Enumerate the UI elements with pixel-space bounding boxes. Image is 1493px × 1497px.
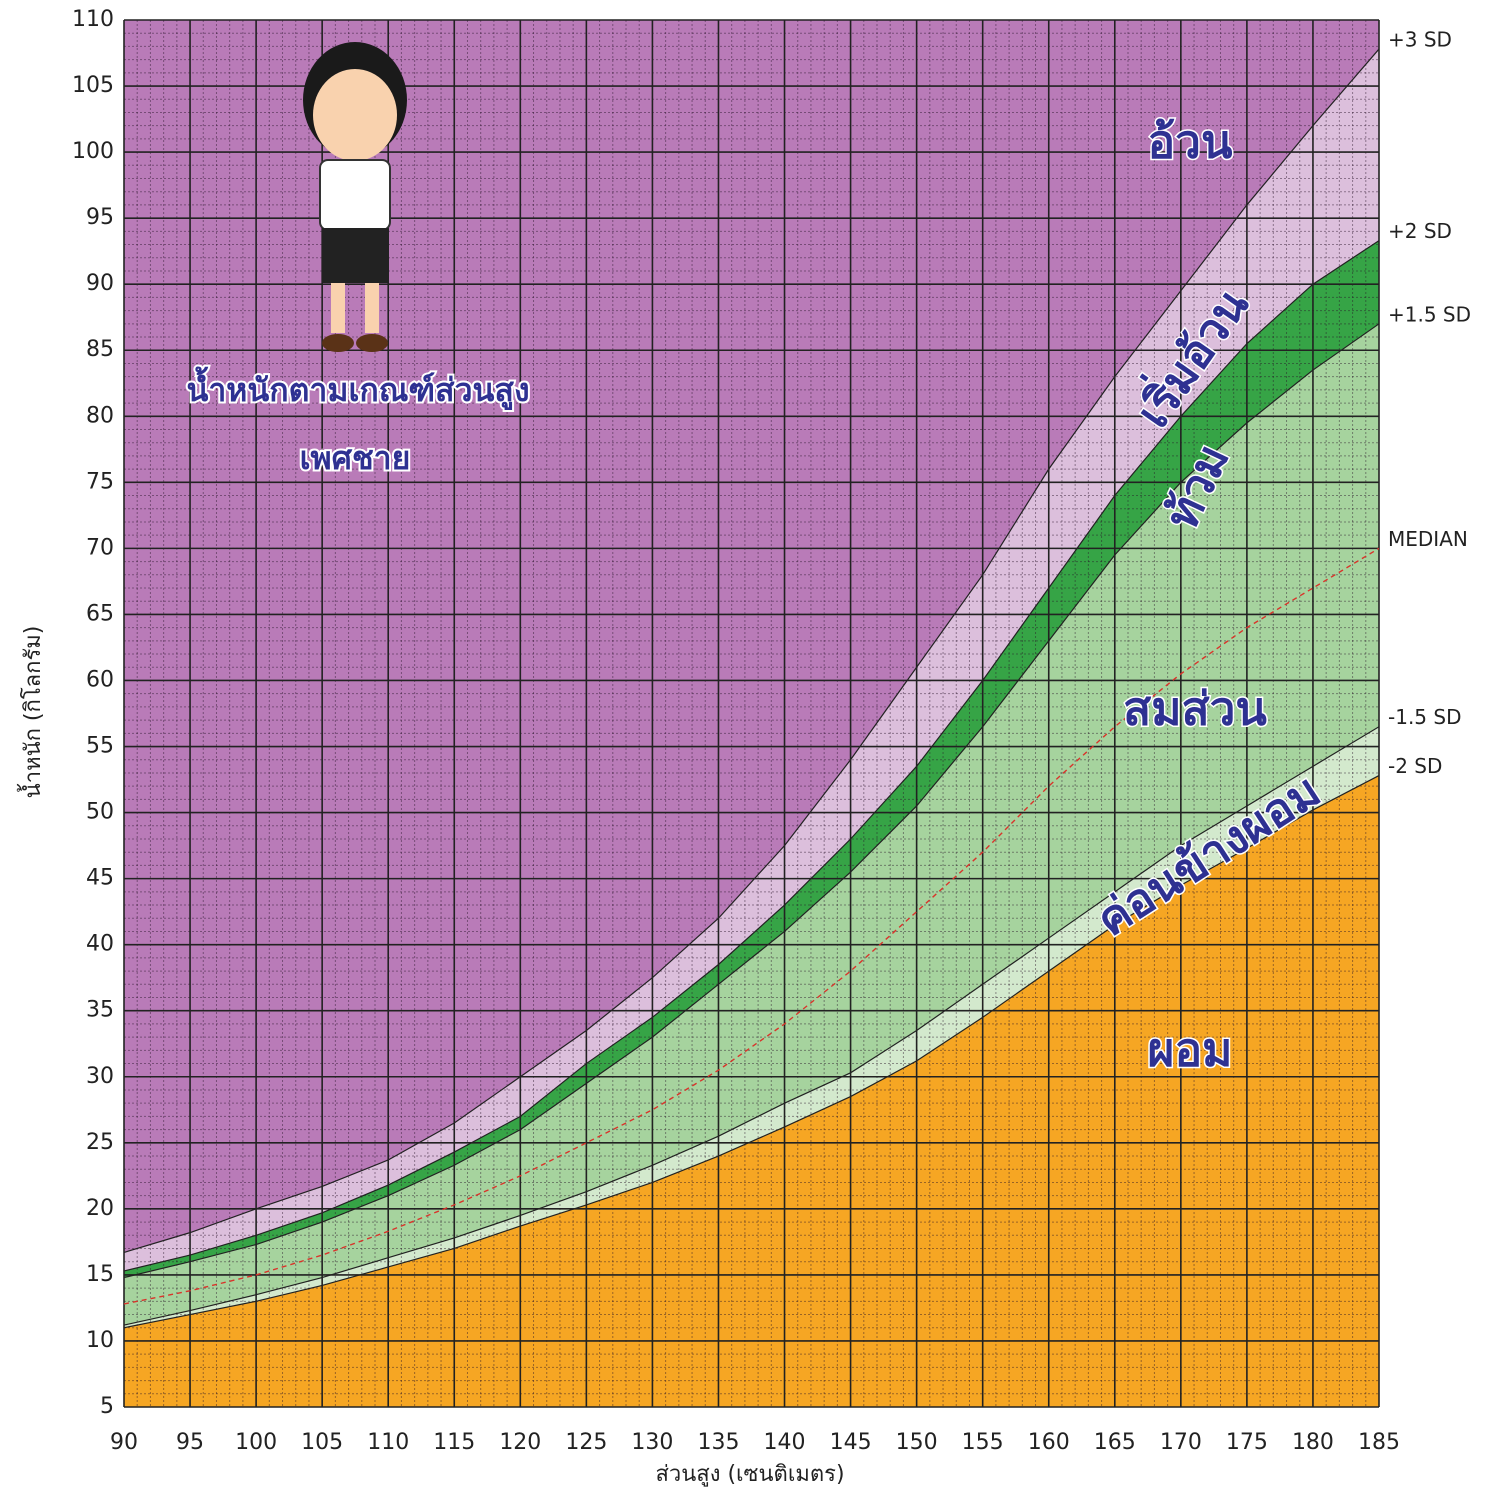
y-tick-label: 55 (86, 734, 114, 759)
y-tick-label: 60 (86, 667, 114, 692)
x-tick-label: 165 (1094, 1430, 1136, 1455)
x-tick-label: 95 (176, 1430, 204, 1455)
y-tick-label: 95 (86, 205, 114, 230)
x-tick-label: 90 (110, 1430, 138, 1455)
chart-subtitle: เพศชาย (300, 439, 411, 477)
y-tick-label: 5 (100, 1394, 114, 1419)
y-tick-label: 20 (86, 1196, 114, 1221)
y-tick-label: 50 (86, 800, 114, 825)
zone-label: ผอม (1148, 1023, 1233, 1077)
y-tick-label: 30 (86, 1064, 114, 1089)
y-tick-label: 80 (86, 403, 114, 428)
curve (124, 240, 1379, 1272)
x-tick-label: 155 (962, 1430, 1004, 1455)
curve-label: -2 SD (1388, 754, 1442, 778)
curve (124, 775, 1379, 1329)
y-tick-label: 25 (86, 1130, 114, 1155)
y-tick-label: 100 (72, 139, 114, 164)
x-axis-label: ส่วนสูง (เซนติเมตร) (655, 1462, 844, 1487)
y-axis-label: น้ำหนัก (กิโลกรัม) (17, 626, 46, 799)
y-tick-label: 65 (86, 601, 114, 626)
zone-fill (124, 240, 1379, 1278)
curve-label: +1.5 SD (1388, 302, 1471, 326)
boy-figure (303, 42, 407, 352)
zone-label: อ้วน (1148, 115, 1233, 169)
major-grid (123, 19, 1380, 1408)
x-tick-label: 105 (301, 1430, 343, 1455)
y-tick-label: 90 (86, 271, 114, 296)
y-tick-label: 40 (86, 932, 114, 957)
x-tick-label: 140 (764, 1430, 806, 1455)
curve (124, 48, 1379, 1254)
curve-label: -1.5 SD (1388, 705, 1461, 729)
x-tick-label: 180 (1292, 1430, 1334, 1455)
curve-label: +2 SD (1388, 219, 1452, 243)
x-tick-label: 115 (433, 1430, 475, 1455)
zone-label: สมส่วน (1123, 682, 1267, 736)
curve (124, 323, 1379, 1279)
curve-label: +3 SD (1388, 28, 1452, 52)
y-tick-label: 45 (86, 866, 114, 891)
curves (124, 48, 1379, 1329)
y-tick-label: 110 (72, 7, 114, 32)
x-tick-label: 120 (499, 1430, 541, 1455)
y-tick-label: 10 (86, 1328, 114, 1353)
zone-fill (124, 775, 1379, 1407)
x-tick-label: 125 (565, 1430, 607, 1455)
x-tick-label: 150 (896, 1430, 938, 1455)
y-tick-label: 85 (86, 337, 114, 362)
y-tick-label: 105 (72, 73, 114, 98)
x-tick-label: 100 (235, 1430, 277, 1455)
x-tick-label: 175 (1226, 1430, 1268, 1455)
x-tick-label: 160 (1028, 1430, 1070, 1455)
y-tick-label: 15 (86, 1262, 114, 1287)
x-tick-label: 135 (697, 1430, 739, 1455)
y-tick-label: 70 (86, 535, 114, 560)
y-tick-label: 35 (86, 998, 114, 1023)
x-tick-label: 185 (1358, 1430, 1400, 1455)
x-tick-label: 170 (1160, 1430, 1202, 1455)
x-tick-label: 145 (830, 1430, 872, 1455)
chart-title: น้ำหนักตามเกณฑ์ส่วนสูง (186, 366, 529, 411)
curve-label: MEDIAN (1388, 527, 1468, 551)
x-tick-label: 130 (631, 1430, 673, 1455)
curve (124, 726, 1379, 1326)
y-tick-label: 75 (86, 469, 114, 494)
x-tick-label: 110 (367, 1430, 409, 1455)
